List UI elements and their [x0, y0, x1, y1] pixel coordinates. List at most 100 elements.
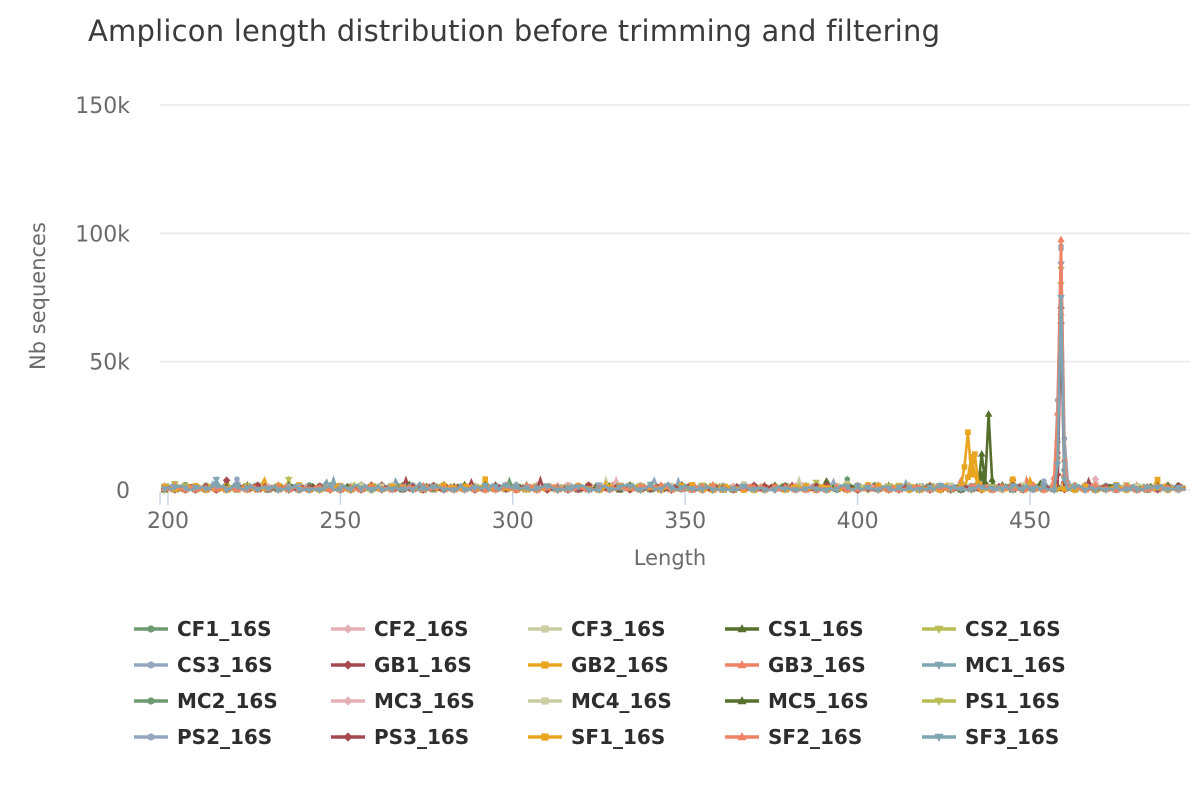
legend-swatch-icon: [528, 733, 562, 741]
legend-item-PS2_16S[interactable]: PS2_16S: [133, 725, 330, 749]
marker-triangle-down: [274, 487, 283, 495]
marker-diamond: [253, 481, 262, 489]
marker-square: [968, 471, 975, 478]
legend-item-label: CF2_16S: [374, 617, 469, 641]
marker-triangle-up: [737, 660, 747, 669]
marker-triangle-down: [967, 486, 976, 494]
marker-triangle-down: [502, 482, 510, 490]
x-tick-label: 300: [492, 509, 534, 534]
marker-triangle-down: [398, 486, 407, 494]
marker-triangle-down: [781, 486, 789, 494]
legend-swatch-icon: [922, 625, 956, 634]
legend-item-label: MC5_16S: [768, 689, 869, 713]
legend-item-MC2_16S[interactable]: MC2_16S: [133, 689, 330, 713]
y-tick-label: 100k: [75, 222, 130, 247]
marker-triangle-down: [1057, 295, 1065, 302]
marker-circle: [1040, 478, 1047, 484]
legend-item-CS2_16S[interactable]: CS2_16S: [921, 617, 1118, 641]
marker-triangle-down: [843, 483, 852, 491]
marker-triangle-down: [936, 483, 945, 490]
marker-circle: [147, 733, 155, 741]
marker-triangle-down: [1050, 487, 1058, 495]
marker-triangle-down: [512, 484, 521, 492]
marker-triangle-down: [1071, 484, 1079, 492]
legend-item-SF3_16S[interactable]: SF3_16S: [921, 725, 1118, 749]
legend-item-SF2_16S[interactable]: SF2_16S: [724, 725, 921, 749]
legend-item-MC3_16S[interactable]: MC3_16S: [330, 689, 527, 713]
series-line: [164, 307, 1186, 493]
y-axis-title: Nb sequences: [26, 222, 50, 370]
legend-item-SF1_16S[interactable]: SF1_16S: [527, 725, 724, 749]
marker-triangle-down: [264, 485, 272, 493]
legend-item-CS1_16S[interactable]: CS1_16S: [724, 617, 921, 641]
marker-triangle-down: [771, 487, 779, 494]
legend-item-GB2_16S[interactable]: GB2_16S: [527, 653, 724, 677]
marker-triangle-down: [377, 487, 386, 494]
marker-diamond: [584, 481, 593, 489]
marker-triangle-down: [915, 486, 924, 494]
legend-item-MC4_16S[interactable]: MC4_16S: [527, 689, 724, 713]
series-line: [164, 239, 1186, 492]
marker-triangle-down: [553, 487, 562, 495]
marker-triangle-up: [636, 482, 645, 489]
legend-item-CF1_16S[interactable]: CF1_16S: [133, 617, 330, 641]
legend-item-label: PS1_16S: [965, 689, 1061, 713]
legend-item-PS1_16S[interactable]: PS1_16S: [921, 689, 1118, 713]
legend-item-label: MC1_16S: [965, 653, 1066, 677]
marker-triangle-down: [429, 484, 438, 491]
marker-triangle-down: [419, 485, 427, 493]
legend-swatch-icon: [528, 661, 562, 669]
marker-triangle-down: [626, 483, 634, 491]
series-line: [164, 312, 1187, 493]
legend-item-label: CS3_16S: [177, 653, 273, 677]
marker-triangle-down: [243, 485, 252, 493]
marker-triangle-down: [812, 486, 821, 494]
marker-triangle-down: [1143, 484, 1152, 492]
legend-item-PS3_16S[interactable]: PS3_16S: [330, 725, 527, 749]
series-line: [164, 414, 1186, 493]
marker-square: [1009, 476, 1016, 483]
series-line: [164, 246, 1187, 493]
legend-item-CF2_16S[interactable]: CF2_16S: [330, 617, 527, 641]
legend-item-label: GB3_16S: [768, 653, 866, 677]
series-line: [163, 269, 1186, 493]
marker-triangle-down: [315, 487, 324, 494]
legend-item-GB1_16S[interactable]: GB1_16S: [330, 653, 527, 677]
marker-triangle-down: [284, 476, 293, 484]
marker-triangle-down: [222, 487, 231, 495]
legend-item-label: SF1_16S: [571, 725, 666, 749]
legend-item-MC5_16S[interactable]: MC5_16S: [724, 689, 921, 713]
legend-swatch-icon: [331, 732, 365, 742]
legend-item-CF3_16S[interactable]: CF3_16S: [527, 617, 724, 641]
legend-swatch-icon: [331, 624, 365, 634]
legend-item-GB3_16S[interactable]: GB3_16S: [724, 653, 921, 677]
marker-triangle-down: [1039, 483, 1048, 490]
marker-triangle-down: [688, 486, 696, 493]
marker-triangle-down: [212, 483, 221, 490]
marker-triangle-down: [367, 487, 376, 494]
marker-square: [1061, 486, 1068, 492]
marker-triangle-down: [336, 486, 345, 493]
marker-square: [965, 429, 971, 436]
marker-triangle-down: [284, 486, 293, 493]
x-tick-label: 350: [664, 509, 706, 534]
marker-triangle-down: [171, 484, 179, 492]
series-line: [163, 264, 1186, 494]
marker-triangle-down: [481, 482, 490, 490]
series-line: [163, 248, 1186, 492]
marker-triangle-down: [802, 486, 810, 493]
marker-triangle-down: [326, 482, 334, 490]
marker-triangle-down: [729, 486, 738, 493]
marker-triangle-down: [357, 486, 365, 494]
marker-triangle-down: [646, 481, 655, 489]
marker-triangle-down: [346, 486, 355, 494]
legend-swatch-icon: [922, 661, 956, 670]
legend-item-label: MC2_16S: [177, 689, 278, 713]
legend-item-MC1_16S[interactable]: MC1_16S: [921, 653, 1118, 677]
legend-item-CS3_16S[interactable]: CS3_16S: [133, 653, 330, 677]
marker-triangle-down: [1122, 486, 1131, 494]
legend-item-label: SF2_16S: [768, 725, 863, 749]
marker-triangle-up: [977, 470, 986, 478]
marker-triangle-down: [1112, 482, 1120, 490]
marker-triangle-down: [409, 487, 417, 495]
